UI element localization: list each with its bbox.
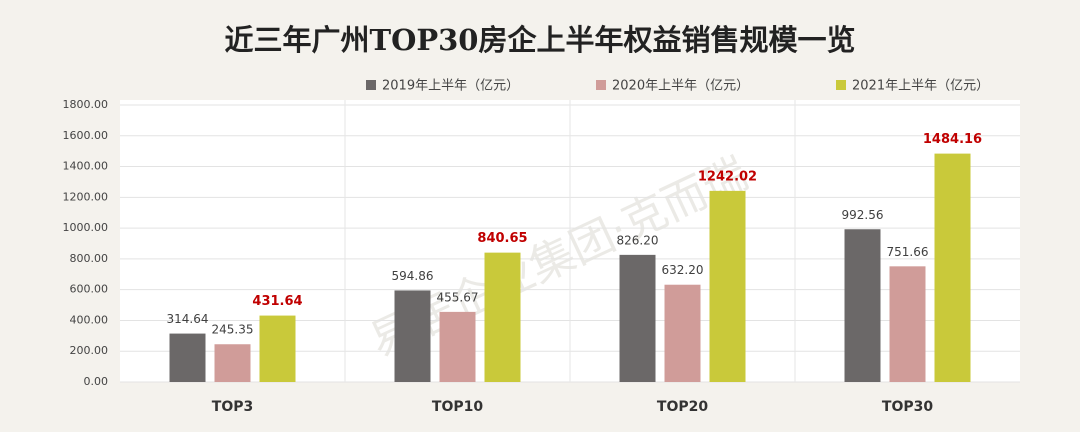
y-tick-label: 1600.00: [63, 129, 109, 142]
data-label: 826.20: [617, 233, 659, 247]
legend-label: 2019年上半年（亿元）: [382, 79, 519, 94]
chart-title: 近三年广州TOP30房企上半年权益销售规模一览: [224, 23, 855, 57]
data-label: 245.35: [212, 323, 254, 337]
legend-swatch: [596, 80, 606, 90]
legend-swatch: [366, 80, 376, 90]
data-label: 455.67: [437, 290, 479, 304]
y-tick-label: 1400.00: [63, 160, 109, 173]
legend-swatch: [836, 80, 846, 90]
y-tick-label: 0.00: [84, 375, 109, 388]
data-label: 992.56: [842, 208, 884, 222]
bar: [709, 190, 746, 382]
bar: [889, 266, 926, 382]
legend-label: 2020年上半年（亿元）: [612, 79, 749, 94]
data-label: 1242.02: [698, 169, 757, 184]
bar: [169, 333, 206, 382]
x-tick-label: TOP10: [432, 399, 483, 415]
data-label: 594.86: [392, 269, 434, 283]
y-tick-label: 1200.00: [63, 190, 109, 203]
bar: [664, 284, 701, 382]
data-label: 431.64: [252, 294, 302, 309]
x-tick-label: TOP3: [212, 399, 253, 415]
y-tick-label: 800.00: [70, 252, 109, 265]
y-tick-label: 400.00: [70, 313, 109, 326]
data-label: 840.65: [477, 231, 527, 246]
data-label: 314.64: [167, 312, 209, 326]
x-tick-label: TOP20: [657, 399, 708, 415]
y-tick-label: 1000.00: [63, 221, 109, 234]
data-label: 632.20: [662, 263, 704, 277]
bar: [259, 315, 296, 382]
y-tick-label: 600.00: [70, 283, 109, 296]
bar: [394, 290, 431, 382]
bar: [484, 252, 521, 382]
bar: [439, 311, 476, 382]
legend-label: 2021年上半年（亿元）: [852, 79, 989, 94]
data-label: 751.66: [887, 245, 929, 259]
bar: [214, 344, 251, 382]
y-tick-label: 1800.00: [63, 98, 109, 111]
bar: [844, 229, 881, 382]
bar: [934, 153, 971, 382]
x-tick-label: TOP30: [882, 399, 933, 415]
y-tick-label: 200.00: [70, 344, 109, 357]
bar: [619, 254, 656, 382]
data-label: 1484.16: [923, 132, 982, 147]
